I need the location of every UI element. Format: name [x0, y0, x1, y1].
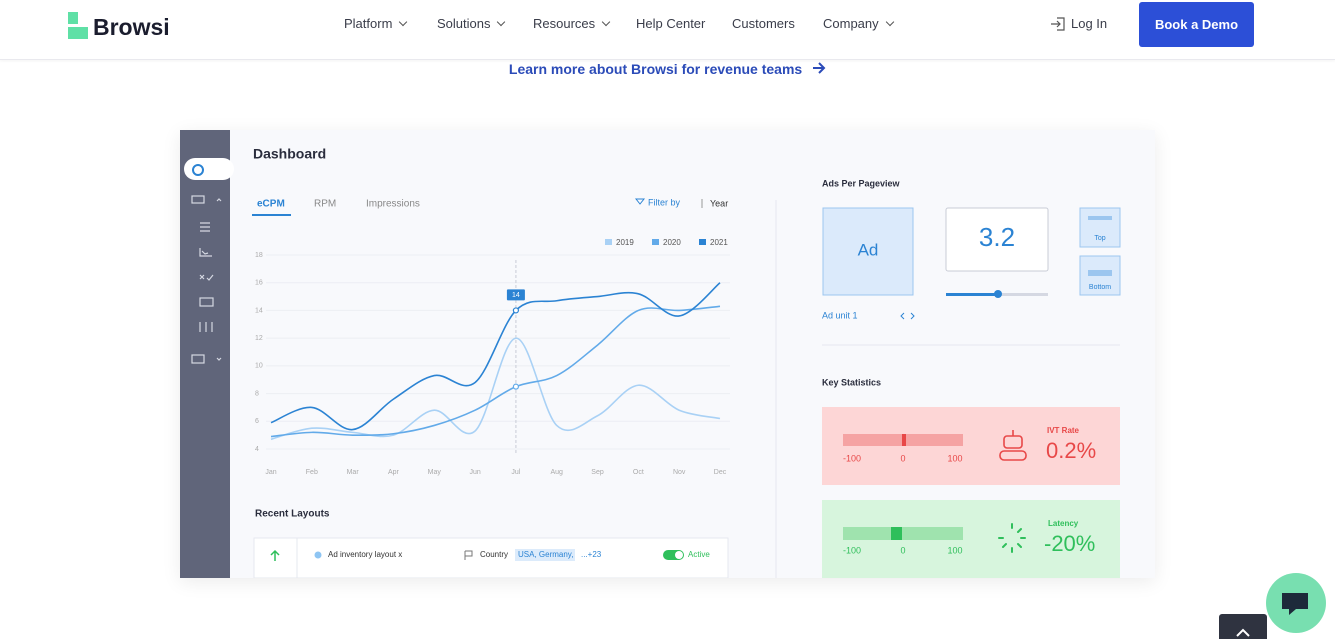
y-tick-label: 6 [255, 418, 259, 425]
annotation-box [506, 289, 525, 301]
scale-label: -100 [843, 453, 861, 463]
section-title: Ads Per Pageview [822, 178, 901, 188]
x-tick-label: Sep [591, 469, 604, 476]
x-tick-label: Mar [347, 469, 360, 476]
x-tick-label: Oct [633, 469, 644, 476]
scale-label: 0 [900, 545, 905, 555]
legend-swatch [699, 239, 706, 245]
line-series [270, 337, 721, 441]
annotation-point [512, 383, 520, 390]
nav-customers[interactable]: Customers [732, 16, 795, 31]
ad-label: Ad [858, 240, 879, 259]
dashboard: Dashboard eCPM RPM Impressions Filter by… [180, 130, 1155, 578]
tab[interactable]: Impressions [366, 199, 420, 210]
tab[interactable]: eCPM [257, 199, 285, 210]
section-title: Recent Layouts [255, 509, 330, 520]
legend-swatch [652, 239, 659, 245]
y-tick-label: 10 [255, 363, 263, 370]
nav-solutions[interactable]: Solutions [437, 16, 506, 31]
x-tick-label: Aug [550, 469, 563, 476]
layout-more: ...+23 [581, 550, 602, 559]
ads-value: 3.2 [979, 222, 1015, 252]
y-tick-label: 12 [255, 335, 263, 342]
y-tick-label: 18 [255, 252, 263, 259]
nav-label: Solutions [437, 16, 491, 31]
nav-company[interactable]: Company [823, 16, 894, 31]
scale-label: -100 [843, 545, 861, 555]
logo-icon [68, 12, 88, 39]
line-series [270, 305, 721, 438]
scroll-top[interactable] [1219, 614, 1267, 639]
tab[interactable]: RPM [314, 199, 336, 210]
x-tick-label: Dec [714, 469, 727, 476]
line-series [270, 282, 721, 431]
annotation-point [512, 307, 520, 314]
scale-label: 0 [900, 453, 905, 463]
annotation-label: 14 [512, 292, 520, 299]
x-tick-label: May [428, 469, 442, 476]
chevron-icon [1236, 628, 1250, 637]
stat-value: 0.2% [1046, 438, 1096, 463]
logo[interactable]: Browsi [93, 14, 170, 40]
book-demo-button[interactable]: Book a Demo [1139, 2, 1254, 47]
position[interactable]: Bottom [1089, 284, 1111, 291]
nav-help[interactable]: Help Center [636, 16, 706, 31]
filter[interactable]: Filter by [648, 197, 681, 207]
header: Browsi Platform Solutions Resources Help… [0, 0, 1335, 60]
legend-label: 2019 [616, 238, 634, 247]
y-tick-label: 4 [255, 446, 259, 453]
stat-label: Latency [1048, 519, 1079, 528]
period[interactable]: Year [710, 198, 728, 208]
promo-text: Learn more about Browsi for revenue team… [508, 61, 803, 77]
position[interactable]: Top [1094, 235, 1105, 242]
dashboard-title: Dashboard [253, 146, 326, 162]
nav-label: Platform [344, 16, 393, 31]
arrow-icon [813, 62, 826, 74]
layout-status: Active [688, 550, 710, 559]
nav-label: Resources [533, 16, 596, 31]
layout-filter: Country [480, 550, 508, 559]
y-tick-label: 8 [255, 390, 259, 397]
nav-resources[interactable]: Resources [533, 16, 611, 31]
x-tick-label: Nov [673, 469, 686, 476]
nav-label: Company [823, 16, 879, 31]
login-icon [1051, 17, 1065, 31]
scale-label: 100 [947, 453, 962, 463]
stat-label: IVT Rate [1047, 426, 1080, 435]
x-tick-label: Jun [469, 469, 480, 476]
stat-value: -20% [1044, 531, 1095, 556]
legend-label: 2021 [710, 238, 728, 247]
login[interactable]: Log In [1071, 16, 1108, 31]
y-tick-label: 16 [255, 280, 263, 287]
x-tick-label: Feb [306, 469, 318, 476]
section-title: Key Statistics [822, 377, 881, 387]
y-tick-label: 14 [255, 307, 263, 314]
scale-label: 100 [947, 545, 962, 555]
legend-label: 2020 [663, 238, 681, 247]
ad-unit: Ad unit 1 [822, 310, 858, 320]
nav-platform[interactable]: Platform [344, 16, 408, 31]
chat-button[interactable] [1264, 571, 1328, 635]
x-tick-label: Jan [265, 469, 276, 476]
layout-tag: USA, Germany, [518, 550, 573, 559]
x-tick-label: Apr [388, 469, 400, 476]
layout-name: Ad inventory layout x [328, 550, 402, 559]
legend-swatch [605, 239, 612, 245]
x-tick-label: Jul [511, 469, 520, 476]
promo-link[interactable]: Learn more about Browsi for revenue team… [0, 61, 1335, 77]
